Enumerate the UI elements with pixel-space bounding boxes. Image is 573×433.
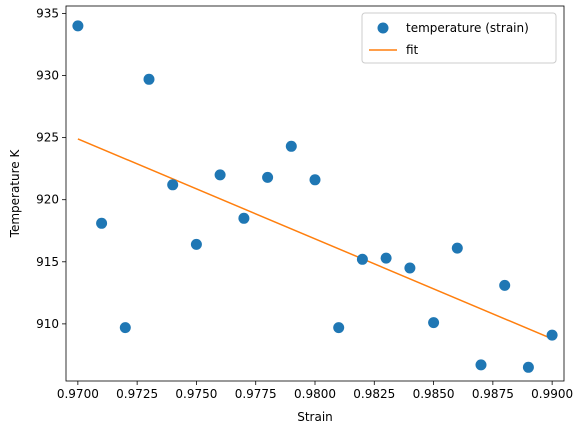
scatter-point bbox=[428, 317, 440, 329]
scatter-point bbox=[72, 20, 84, 32]
x-tick-label: 0.9800 bbox=[294, 387, 336, 401]
x-tick-label: 0.9875 bbox=[472, 387, 514, 401]
scatter-point bbox=[546, 329, 558, 341]
legend-marker-scatter bbox=[377, 22, 389, 34]
y-axis-label: Temperature K bbox=[8, 149, 22, 239]
scatter-point bbox=[475, 359, 487, 371]
legend-label-fit: fit bbox=[406, 43, 419, 57]
y-tick-label: 910 bbox=[36, 317, 59, 331]
scatter-point bbox=[143, 73, 155, 85]
scatter-point bbox=[119, 322, 131, 334]
scatter-point bbox=[499, 279, 511, 291]
scatter-point bbox=[522, 361, 534, 373]
scatter-point bbox=[404, 262, 416, 274]
legend-label-scatter: temperature (strain) bbox=[406, 21, 529, 35]
scatter-point bbox=[285, 140, 297, 152]
x-tick-label: 0.9825 bbox=[353, 387, 395, 401]
y-axis: 910 915 920 925 930 935 bbox=[36, 6, 66, 331]
scatter-point bbox=[262, 171, 274, 183]
scatter-point bbox=[380, 252, 392, 264]
y-tick-label: 915 bbox=[36, 255, 59, 269]
x-tick-label: 0.9700 bbox=[57, 387, 99, 401]
x-tick-label: 0.9900 bbox=[531, 387, 573, 401]
x-axis: 0.9700 0.9725 0.9750 0.9775 0.9800 0.9825 0.98… bbox=[57, 381, 573, 401]
y-tick-label: 930 bbox=[36, 69, 59, 83]
plot-area bbox=[72, 20, 558, 373]
scatter-point bbox=[214, 169, 226, 181]
scatter-point bbox=[238, 212, 250, 224]
y-tick-label: 925 bbox=[36, 131, 59, 145]
fit-line bbox=[77, 138, 553, 340]
x-axis-label: Strain bbox=[297, 410, 333, 424]
scatter-point bbox=[309, 174, 321, 186]
scatter-point bbox=[333, 322, 345, 334]
x-tick-label: 0.9850 bbox=[413, 387, 455, 401]
scatter-point bbox=[451, 242, 463, 254]
legend: temperature (strain) fit bbox=[361, 12, 557, 64]
x-tick-label: 0.9775 bbox=[235, 387, 277, 401]
legend-box bbox=[361, 12, 557, 64]
y-tick-label: 935 bbox=[36, 6, 59, 20]
x-tick-label: 0.9750 bbox=[175, 387, 217, 401]
scatter-point bbox=[190, 238, 202, 250]
y-tick-label: 920 bbox=[36, 193, 59, 207]
x-tick-label: 0.9725 bbox=[116, 387, 158, 401]
scatter-point bbox=[167, 179, 179, 191]
scatter-point bbox=[356, 253, 368, 265]
scatter-point bbox=[96, 217, 108, 229]
